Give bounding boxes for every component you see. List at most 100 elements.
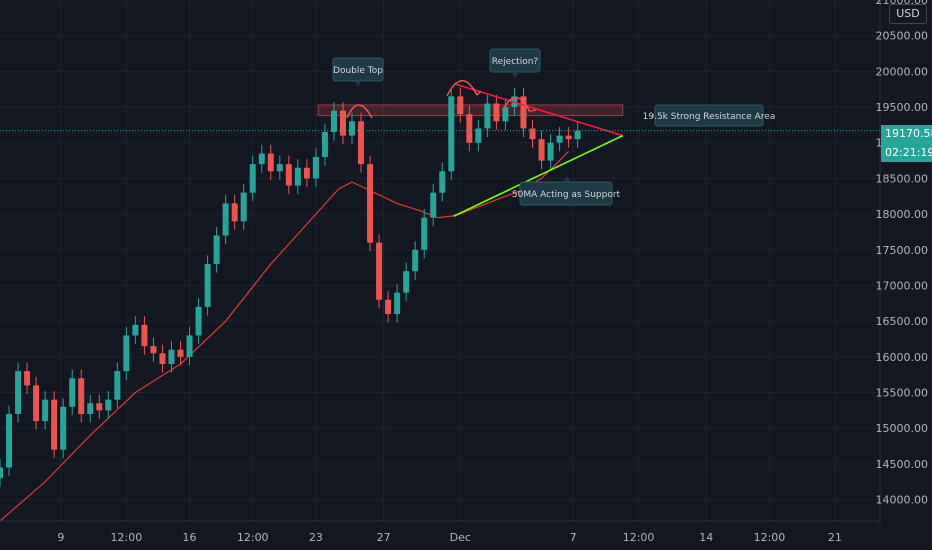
candle-body [294,167,301,186]
price-tick-label: 17000.00 [876,279,929,292]
candle-body [177,349,184,357]
candle-body [33,385,40,422]
candle-body [42,399,49,422]
candle-body [195,306,202,336]
candle-body [529,128,536,140]
candle-body [267,153,274,172]
price-tick-label: 15500.00 [876,387,929,400]
candle-body [285,164,292,186]
rejection-arrow-tip [476,90,482,96]
candle-body [321,132,328,158]
time-tick-label: 12:00 [623,531,655,544]
candle-body [565,135,572,140]
candle-body [367,164,374,243]
candle-body [159,353,166,364]
candle-body [186,335,193,357]
price-tick-label: 20000.00 [876,65,929,78]
time-tick-label: 14 [699,531,713,544]
candle-body [520,96,527,129]
callout-resistance[interactable]: 19.5k Strong Resistance Area [643,104,776,127]
candle-body [502,107,509,122]
candle-body [303,167,310,179]
chart-grid [0,0,880,521]
last-price-value: 19170.58 [885,127,932,140]
candle-body [394,292,401,315]
candle-body [430,192,437,218]
time-tick-label: 23 [309,531,323,544]
candle-body [312,157,319,179]
candle-body [466,114,473,143]
candle-body [556,135,563,143]
time-axis[interactable]: 9 12:00 16 12:00 23 27 Dec 7 12:00 14 12:00 21 [57,531,841,544]
candle-body [60,406,67,450]
price-tick-label: 17500.00 [876,244,929,257]
rejection-arc-2 [502,96,531,113]
candle-body [6,413,13,468]
ascending-support-line [453,134,624,217]
time-tick-label: 27 [377,531,391,544]
time-tick-label: 12:00 [237,531,269,544]
price-tick-label: 18500.00 [876,172,929,185]
candle-body [385,299,392,315]
time-tick-label: 7 [570,531,577,544]
candle-body [0,467,3,479]
callout-double-top-text: Double Top [333,66,383,76]
price-tick-label: 16000.00 [876,351,929,364]
callout-rejection-text: Rejection? [492,57,539,67]
trendlines-layer[interactable] [346,79,624,217]
candle-body [475,128,482,143]
candle-body [376,242,383,300]
candle-body [249,164,256,193]
time-tick-label: 12:00 [111,531,143,544]
price-tick-label: 16500.00 [876,315,929,328]
candle-body [339,110,346,136]
candle-body [484,103,491,129]
candle-body [231,203,238,222]
candle-body [412,249,419,272]
candle-body [439,171,446,193]
double-top-arc [346,104,373,119]
callout-support-text: 50MA Acting as Support [512,190,621,200]
last-price-badge: 19170.58 02:21:19 [881,125,932,162]
candle-body [141,324,148,347]
candle-body [78,378,85,414]
candle-body [132,324,139,336]
candle-body [222,203,229,236]
callout-support[interactable]: 50MA Acting as Support [512,176,621,206]
price-tick-label: 20500.00 [876,30,929,43]
bar-countdown: 02:21:19 [885,146,932,159]
time-tick-label: 12:00 [754,531,786,544]
candles-layer [0,87,581,487]
candle-body [123,335,130,372]
time-tick-label: 16 [183,531,197,544]
candle-body [24,371,31,386]
descending-resistance-line [455,83,624,137]
candle-body [105,399,112,411]
currency-button[interactable]: USD [889,4,927,24]
callout-resistance-text: 19.5k Strong Resistance Area [643,112,776,122]
candle-body [349,121,355,136]
candle-body [69,378,76,407]
candle-body [574,130,581,140]
candle-body [114,371,121,400]
time-tick-label: Dec [450,531,471,544]
candle-body [448,96,455,172]
callout-double-top[interactable]: Double Top [332,57,384,87]
callout-rejection[interactable]: Rejection? [489,48,541,78]
price-tick-label: 21000.00 [876,0,929,7]
candle-body [421,217,428,250]
candle-body [330,110,337,133]
candle-body [276,164,283,172]
candle-body [168,349,175,364]
price-tick-label: 14000.00 [876,494,929,507]
candle-body [547,142,554,161]
candle-body [403,271,410,293]
candle-body [150,346,157,354]
moving-average-50 [0,150,570,522]
candle-body [51,399,58,450]
candle-body [457,96,464,115]
ma50-line [0,150,570,522]
candle-body [258,153,265,165]
